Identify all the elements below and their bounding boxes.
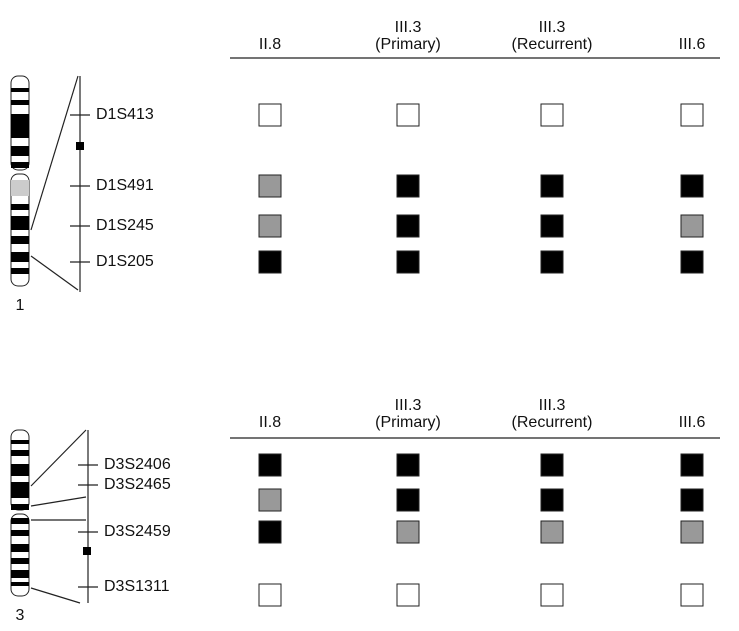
status-box — [541, 489, 563, 511]
column-header: III.3 — [539, 19, 566, 36]
status-box — [397, 584, 419, 606]
column-header: III.3 — [395, 19, 422, 36]
status-box — [681, 454, 703, 476]
status-box — [681, 584, 703, 606]
status-box — [681, 251, 703, 273]
status-box — [681, 175, 703, 197]
status-box — [681, 104, 703, 126]
status-box — [541, 454, 563, 476]
column-header: II.8 — [259, 414, 281, 431]
status-box — [259, 521, 281, 543]
status-box — [259, 454, 281, 476]
status-box — [259, 584, 281, 606]
column-header: III.3 — [395, 397, 422, 414]
status-box — [541, 521, 563, 543]
status-box — [259, 251, 281, 273]
figure: 1II.8III.3(Primary)III.3(Recurrent)III.6… — [0, 0, 739, 626]
status-box — [681, 489, 703, 511]
ideogram-1 — [11, 76, 84, 292]
marker-label: D3S2406 — [104, 456, 171, 473]
column-header: III.6 — [679, 36, 706, 53]
status-box — [681, 215, 703, 237]
status-box — [259, 215, 281, 237]
status-box — [259, 489, 281, 511]
status-box — [397, 251, 419, 273]
status-box — [259, 175, 281, 197]
status-box — [397, 175, 419, 197]
column-header: (Primary) — [375, 414, 441, 431]
status-box — [397, 215, 419, 237]
column-header: II.8 — [259, 36, 281, 53]
marker-label: D1S205 — [96, 253, 154, 270]
chromosome-label: 3 — [16, 607, 25, 624]
status-box — [259, 104, 281, 126]
column-header: (Primary) — [375, 36, 441, 53]
marker-label: D3S2465 — [104, 476, 171, 493]
status-box — [541, 215, 563, 237]
status-box — [541, 584, 563, 606]
marker-label: D1S245 — [96, 217, 154, 234]
column-header: III.6 — [679, 414, 706, 431]
ideogram-3 — [11, 430, 91, 603]
column-header: (Recurrent) — [512, 36, 593, 53]
status-box — [541, 104, 563, 126]
status-box — [681, 521, 703, 543]
status-box — [397, 454, 419, 476]
column-header: (Recurrent) — [512, 414, 593, 431]
status-box — [397, 104, 419, 126]
marker-label: D1S413 — [96, 106, 154, 123]
marker-label: D3S2459 — [104, 523, 171, 540]
chromosome-label: 1 — [16, 297, 25, 314]
column-header: III.3 — [539, 397, 566, 414]
marker-label: D1S491 — [96, 177, 154, 194]
status-box — [397, 489, 419, 511]
marker-label: D3S1311 — [104, 578, 170, 595]
status-box — [397, 521, 419, 543]
status-box — [541, 251, 563, 273]
status-box — [541, 175, 563, 197]
